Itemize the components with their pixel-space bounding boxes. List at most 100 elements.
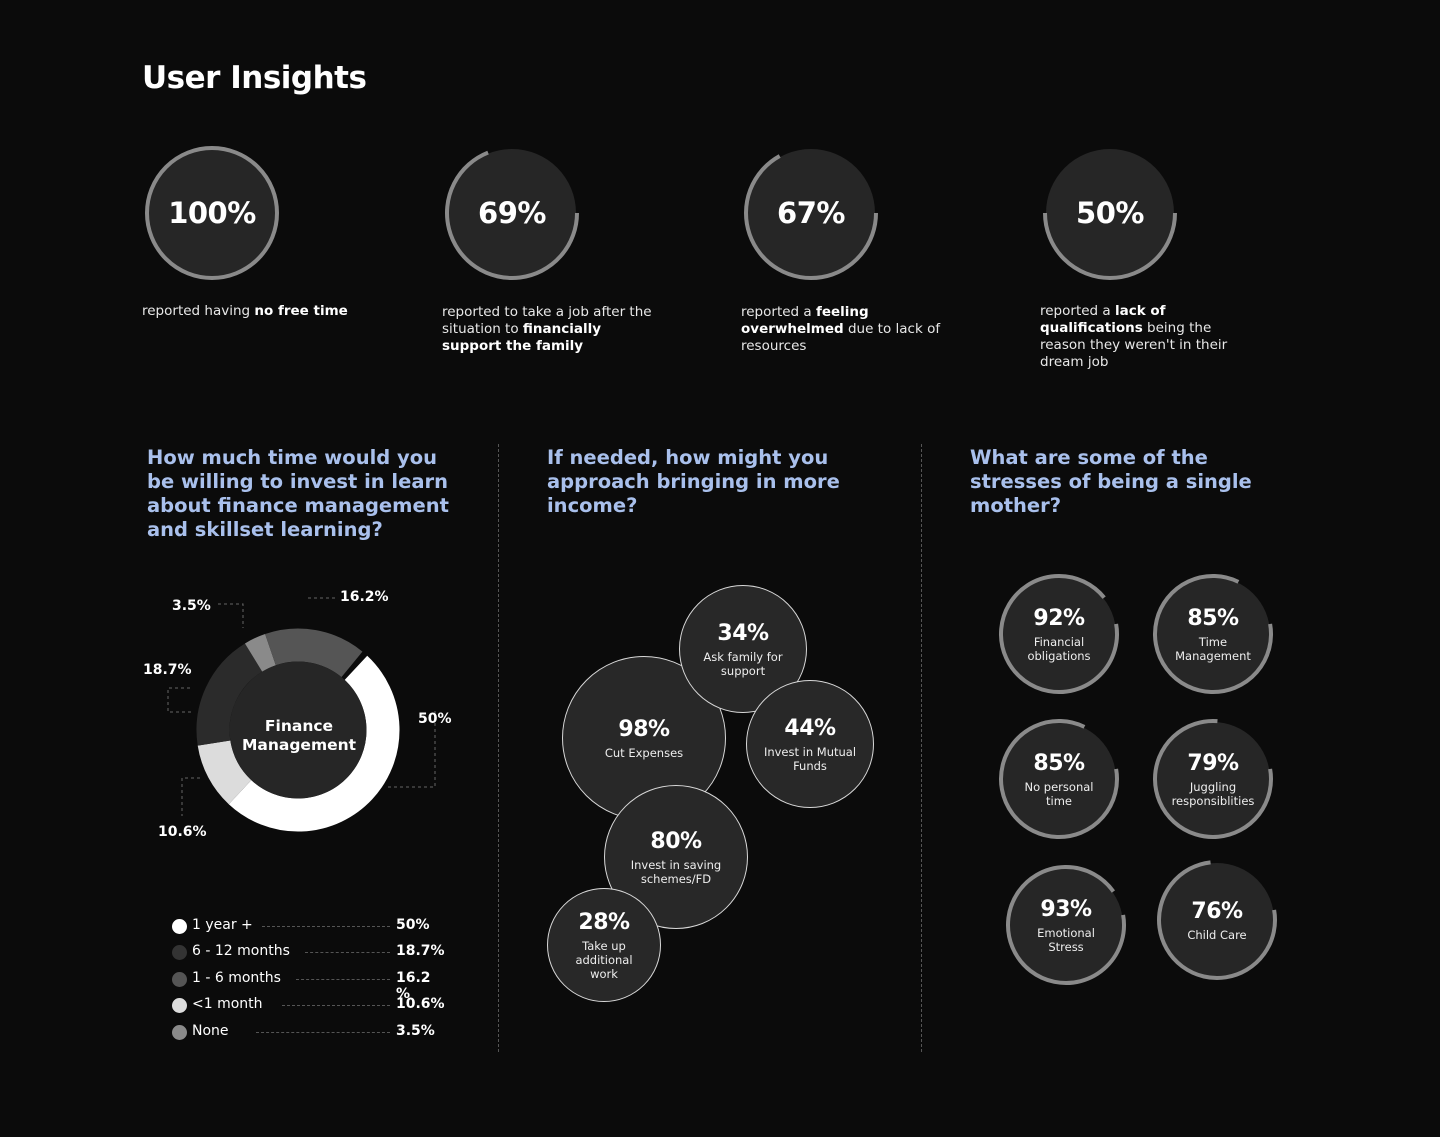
- stat-ring: 100%: [142, 143, 282, 283]
- stat-description: reported a lack of qualifications being …: [1040, 303, 1228, 370]
- stat-ring-arc: [145, 146, 279, 280]
- stress-circle: 92% Financial obligations: [996, 571, 1122, 697]
- legend-leader: [256, 1032, 390, 1033]
- bubble-value: 80%: [650, 828, 702, 854]
- legend-label: None: [192, 1023, 229, 1039]
- leader-line: [181, 777, 200, 816]
- legend-swatch: [172, 998, 187, 1013]
- bubble-label: Cut Expenses: [604, 745, 684, 760]
- stress-value: 93%: [1040, 896, 1092, 922]
- stress-ring-arc: [1006, 865, 1126, 986]
- bubble-label: Invest in saving schemes/FD: [630, 857, 722, 886]
- column-divider: [921, 444, 922, 1052]
- stress-label: Juggling responsiblities: [1171, 779, 1255, 808]
- stress-ring-arc: [1153, 719, 1273, 839]
- leader-line: [218, 603, 244, 628]
- question-stresses: What are some of the stresses of being a…: [970, 446, 1252, 517]
- stress-value: 85%: [1187, 605, 1239, 631]
- legend-swatch: [172, 945, 187, 960]
- bubble-label: Ask family for support: [703, 649, 783, 678]
- donut-value-label: 50%: [418, 711, 452, 727]
- stress-label: Child Care: [1187, 927, 1247, 942]
- stress-circle: 85% No personal time: [996, 716, 1122, 842]
- stress-circle: 93% Emotional Stress: [1003, 862, 1129, 988]
- stress-circle: 85% Time Management: [1150, 571, 1276, 697]
- stat-description: reported having no free time: [142, 303, 348, 319]
- stat-value: 69%: [478, 196, 546, 230]
- stat-ring-arc: [445, 149, 579, 280]
- stat-description: reported to take a job after the situati…: [442, 304, 652, 354]
- bubble-label: Invest in Mutual Funds: [763, 744, 857, 773]
- donut-center-label: Finance Management: [241, 717, 357, 754]
- legend-value: 18.7%: [396, 943, 445, 959]
- column-divider: [498, 444, 499, 1052]
- donut-value-label: 16.2%: [340, 589, 389, 605]
- legend-value: 50%: [396, 917, 430, 933]
- donut-slice: [244, 633, 277, 672]
- donut-slice: [265, 628, 363, 678]
- stat-ring-arc: [744, 149, 878, 280]
- bubble: 44% Invest in Mutual Funds: [746, 680, 874, 808]
- bubble-value: 28%: [578, 909, 630, 935]
- legend-leader: [282, 1005, 390, 1006]
- legend-value: 3.5%: [396, 1023, 435, 1039]
- leader-line: [388, 710, 436, 788]
- stress-circle: 79% Juggling responsiblities: [1150, 716, 1276, 842]
- stat-ring: 50%: [1040, 143, 1180, 283]
- stress-label: Emotional Stress: [1037, 925, 1095, 954]
- legend-value: 10.6%: [396, 996, 445, 1012]
- stress-ring-arc: [999, 574, 1119, 695]
- bubble-value: 44%: [784, 715, 836, 741]
- stress-value: 92%: [1033, 605, 1085, 631]
- donut-value-label: 10.6%: [158, 824, 207, 840]
- stat-description: reported a feeling overwhelmed due to la…: [741, 304, 941, 354]
- leader-line: [167, 687, 193, 713]
- legend-leader: [262, 926, 390, 927]
- legend-label: 1 year +: [192, 917, 253, 933]
- legend-label: 6 - 12 months: [192, 943, 290, 959]
- donut-slice: [228, 655, 400, 832]
- bubble-label: Take up additional work: [575, 938, 633, 981]
- stress-value: 79%: [1187, 750, 1239, 776]
- stress-value: 85%: [1033, 750, 1085, 776]
- stat-ring-arc: [1043, 149, 1177, 280]
- legend-row: 1 year + 50%: [172, 917, 440, 937]
- stress-label: Time Management: [1175, 634, 1251, 663]
- question-income: If needed, how might you approach bringi…: [547, 446, 840, 517]
- stat-value: 100%: [168, 196, 256, 230]
- bubble-value: 98%: [618, 716, 670, 742]
- donut-value-label: 18.7%: [143, 662, 192, 678]
- stat-ring: 67%: [741, 143, 881, 283]
- legend-value: 16.2 %: [396, 970, 431, 1002]
- legend-leader: [305, 952, 390, 953]
- legend-label: <1 month: [192, 996, 263, 1012]
- stat-value: 50%: [1076, 196, 1144, 230]
- stress-label: No personal time: [1024, 779, 1094, 808]
- donut-slice: [197, 739, 252, 805]
- bubble-value: 34%: [717, 620, 769, 646]
- leader-line: [308, 597, 336, 600]
- donut-chart: 3.5% 16.2% 50% 18.7% 10.6%: [143, 589, 452, 840]
- bubble: 28% Take up additional work: [547, 888, 661, 1002]
- legend-swatch: [172, 919, 187, 934]
- legend-row: None 3.5%: [172, 1023, 440, 1043]
- stat-value: 67%: [777, 196, 845, 230]
- stress-value: 76%: [1191, 898, 1243, 924]
- stress-circle: 76% Child Care: [1154, 857, 1280, 983]
- page-title: User Insights: [142, 60, 367, 96]
- legend-row: 6 - 12 months 18.7%: [172, 943, 445, 963]
- stress-label: Financial obligations: [1027, 634, 1091, 663]
- legend-swatch: [172, 1025, 187, 1040]
- legend-row: <1 month 10.6%: [172, 996, 445, 1016]
- question-time-invest: How much time would you be willing to in…: [147, 446, 449, 541]
- donut-slice: [196, 643, 263, 746]
- stat-ring: 69%: [442, 143, 582, 283]
- legend-leader: [296, 979, 390, 980]
- legend-swatch: [172, 972, 187, 987]
- stress-ring-arc: [999, 719, 1119, 839]
- stress-ring-arc: [1157, 860, 1277, 980]
- legend-label: 1 - 6 months: [192, 970, 281, 986]
- stress-ring-arc: [1153, 574, 1273, 694]
- donut-value-label: 3.5%: [172, 598, 211, 614]
- legend-row: 1 - 6 months 16.2 %: [172, 970, 440, 1002]
